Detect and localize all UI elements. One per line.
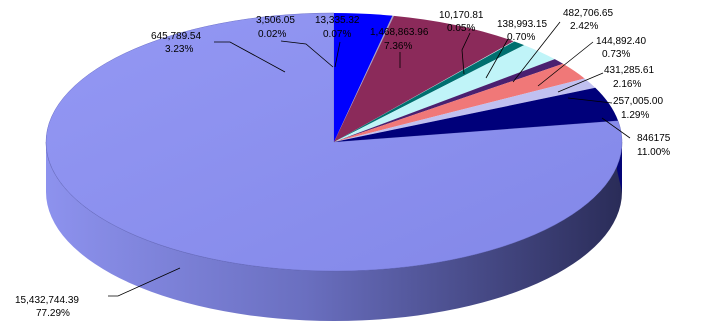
leader-line (485, 38, 509, 79)
pie-slice (334, 41, 515, 142)
slice-value-label: 645,789.54 (151, 31, 201, 42)
slice-percent-label: 0.02% (258, 29, 286, 40)
pie-slice (334, 41, 525, 143)
slice-percent-label: 7.36% (384, 41, 412, 52)
slice-percent-label: 2.42% (570, 21, 598, 32)
slice-percent-label: 0.73% (602, 49, 630, 60)
pie-slice (334, 15, 514, 142)
pie-slice (334, 15, 394, 143)
leader-line (557, 72, 604, 93)
leader-line (601, 117, 631, 139)
slice-value-label: 13,335.32 (315, 15, 360, 26)
slice-percent-label: 0.05% (447, 23, 475, 34)
leader-line (512, 21, 561, 83)
leader-line (214, 41, 286, 73)
leader-line (108, 267, 181, 297)
pie-slice (334, 63, 585, 142)
leader-line (567, 97, 613, 104)
slice-value-label: 144,892.40 (596, 36, 646, 47)
pie-side-wall (46, 142, 622, 321)
slice-value-label: 846175 (637, 133, 671, 144)
slice-value-label: 15,432,744.39 (15, 295, 79, 306)
slice-percent-label: 2.16% (613, 79, 641, 90)
leader-line (537, 41, 594, 87)
leader-line (461, 32, 471, 75)
pie-slice (45, 12, 623, 272)
leader-line (334, 41, 341, 68)
pie-slice (334, 78, 596, 142)
slice-value-label: 257,005.00 (613, 96, 663, 107)
slice-value-label: 3,506.05 (256, 15, 295, 26)
slice-value-label: 138,993.15 (497, 19, 547, 30)
pie-slice (334, 59, 564, 142)
slice-percent-label: 0.70% (507, 32, 535, 43)
pie-slice (334, 13, 393, 142)
pie-slice (334, 87, 619, 142)
slice-value-label: 10,170.81 (439, 10, 484, 21)
pie-labels: 15,432,744.39 77.29% 645,789.54 3.23% 3,… (15, 8, 671, 319)
slice-value-label: 1,468,863.96 (370, 27, 429, 38)
slice-percent-label: 3.23% (165, 44, 193, 55)
pie-slice (334, 45, 555, 142)
slice-percent-label: 1.29% (621, 110, 649, 121)
slice-percent-label: 77.29% (36, 308, 70, 319)
pie-slices (45, 12, 623, 272)
slice-value-label: 431,285.61 (604, 65, 654, 76)
slice-percent-label: 0.07% (323, 29, 351, 40)
leader-line (280, 40, 334, 68)
pie-slice (334, 15, 393, 142)
slice-percent-label: 11.00% (637, 147, 670, 158)
slice-value-label: 482,706.65 (563, 8, 613, 19)
